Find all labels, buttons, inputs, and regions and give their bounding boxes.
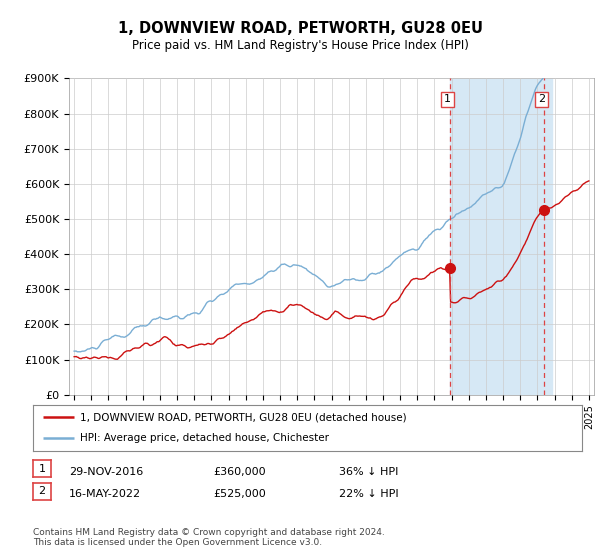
- Text: £360,000: £360,000: [213, 466, 266, 477]
- Text: £525,000: £525,000: [213, 489, 266, 499]
- Text: Contains HM Land Registry data © Crown copyright and database right 2024.
This d: Contains HM Land Registry data © Crown c…: [33, 528, 385, 547]
- Text: HPI: Average price, detached house, Chichester: HPI: Average price, detached house, Chic…: [80, 433, 329, 444]
- Text: 22% ↓ HPI: 22% ↓ HPI: [339, 489, 398, 499]
- Text: 16-MAY-2022: 16-MAY-2022: [69, 489, 141, 499]
- Text: Price paid vs. HM Land Registry's House Price Index (HPI): Price paid vs. HM Land Registry's House …: [131, 39, 469, 52]
- Text: 2: 2: [38, 486, 46, 496]
- Text: 29-NOV-2016: 29-NOV-2016: [69, 466, 143, 477]
- Text: 1, DOWNVIEW ROAD, PETWORTH, GU28 0EU (detached house): 1, DOWNVIEW ROAD, PETWORTH, GU28 0EU (de…: [80, 412, 406, 422]
- Text: 1: 1: [38, 464, 46, 474]
- Text: 36% ↓ HPI: 36% ↓ HPI: [339, 466, 398, 477]
- Text: 1: 1: [444, 95, 451, 105]
- Bar: [450, 78, 553, 395]
- Text: 2: 2: [538, 95, 545, 105]
- Text: 1, DOWNVIEW ROAD, PETWORTH, GU28 0EU: 1, DOWNVIEW ROAD, PETWORTH, GU28 0EU: [118, 21, 482, 36]
